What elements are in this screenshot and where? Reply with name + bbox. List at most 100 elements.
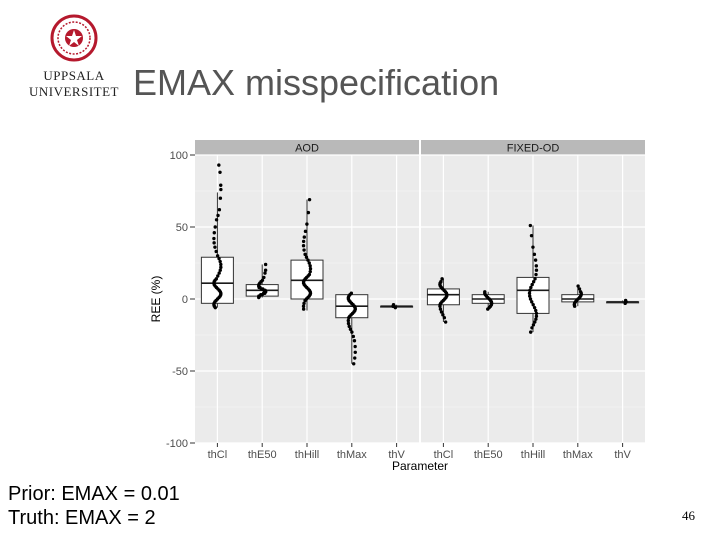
footnote-truth: Truth: EMAX = 2 — [8, 507, 156, 529]
data-point-1-2-19 — [534, 308, 538, 313]
data-point-1-2-26 — [528, 330, 533, 334]
data-point-1-0-20 — [439, 310, 444, 314]
panel-strip-1 — [421, 140, 645, 155]
data-point-0-0-21 — [216, 274, 220, 278]
data-point-0-2-12 — [308, 264, 312, 268]
data-point-1-0-22 — [442, 316, 447, 320]
box-0-0 — [200, 163, 234, 310]
data-point-0-0-1 — [218, 170, 222, 174]
x-tick-label-0-3: thMax — [337, 449, 367, 461]
y-axis-label: REE (%) — [149, 276, 163, 323]
data-point-0-2-7 — [302, 248, 306, 252]
data-point-0-0-6 — [216, 213, 220, 218]
y-tick-label-0: 100 — [170, 150, 188, 162]
panel-strip-label-0: AOD — [295, 143, 319, 155]
university-seal-icon — [50, 14, 98, 62]
x-tick-label-1-1: thE50 — [474, 449, 503, 461]
data-point-0-0-9 — [212, 231, 216, 235]
data-point-0-0-3 — [219, 187, 223, 192]
data-point-0-0-0 — [217, 163, 221, 167]
data-point-0-3-26 — [353, 350, 357, 354]
data-point-1-2-14 — [528, 294, 532, 298]
x-tick-label-1-0: thCl — [434, 449, 454, 461]
box-0-4 — [380, 303, 414, 310]
data-point-0-3-24 — [352, 339, 357, 343]
data-point-1-3-12 — [572, 304, 577, 308]
data-point-0-2-4 — [302, 235, 307, 239]
data-point-1-2-9 — [531, 280, 536, 284]
x-tick-label-0-1: thE50 — [248, 449, 277, 461]
data-point-1-2-4 — [533, 258, 538, 262]
data-point-0-0-14 — [215, 254, 220, 258]
data-point-0-0-18 — [219, 265, 223, 270]
panel-1: FIXED-OD thCl thE50 thHill thMax thV — [421, 140, 645, 461]
data-point-0-0-17 — [219, 262, 223, 267]
box-0-1 — [245, 262, 279, 300]
data-point-1-2-5 — [534, 264, 539, 268]
data-point-0-3-19 — [346, 321, 351, 326]
data-point-0-0-7 — [214, 218, 219, 222]
data-point-1-2-24 — [531, 323, 536, 327]
data-point-0-2-8 — [303, 252, 307, 257]
data-point-1-2-1 — [529, 233, 534, 238]
x-axis-label: Parameter — [392, 459, 448, 473]
data-point-0-3-22 — [350, 330, 354, 334]
data-point-0-2-34 — [302, 301, 306, 306]
x-tick-label-1-4: thV — [614, 449, 631, 461]
data-point-0-3-28 — [352, 362, 356, 366]
data-point-0-3-23 — [351, 334, 356, 339]
data-point-1-0-19 — [438, 307, 443, 311]
data-point-0-2-3 — [303, 229, 308, 234]
data-point-0-2-14 — [308, 269, 312, 274]
data-point-1-4-3 — [623, 301, 627, 306]
x-tick-label-0-0: thCl — [208, 449, 228, 461]
data-point-0-1-2 — [263, 271, 267, 275]
data-point-0-3-21 — [348, 327, 353, 331]
box-1-0 — [426, 277, 460, 324]
panel-strip-label-1: FIXED-OD — [507, 143, 560, 155]
data-point-0-0-15 — [217, 256, 221, 261]
data-point-0-3-25 — [353, 344, 357, 349]
data-point-1-0-21 — [441, 313, 445, 317]
data-point-0-0-13 — [214, 249, 218, 254]
data-point-1-2-8 — [533, 277, 537, 281]
data-point-1-2-11 — [529, 285, 533, 290]
data-point-1-0-18 — [438, 304, 442, 308]
data-point-1-2-25 — [530, 326, 534, 330]
data-point-0-0-8 — [213, 225, 217, 229]
x-tick-label-0-2: thHill — [295, 449, 319, 461]
data-point-1-2-22 — [534, 317, 538, 321]
data-point-1-2-15 — [528, 297, 533, 301]
box-1-3 — [561, 284, 595, 308]
data-point-1-2-18 — [532, 305, 537, 310]
data-point-0-2-1 — [306, 210, 311, 215]
data-point-0-3-27 — [353, 356, 357, 360]
box-body-0-0 — [200, 256, 234, 304]
data-point-1-3-0 — [576, 284, 580, 288]
data-point-1-2-6 — [534, 268, 539, 272]
data-point-1-2-21 — [534, 314, 539, 318]
boxplot-chart: 100 50 0 -50 -100 REE (%) AOD thCl thE50 thHill th… — [149, 140, 645, 473]
data-point-0-0-5 — [217, 208, 222, 212]
logo-text-uppsala: UPPSALA — [43, 68, 105, 83]
data-point-0-2-13 — [308, 267, 313, 271]
footnote-prior: Prior: EMAX = 0.01 — [8, 483, 180, 505]
data-point-1-2-0 — [528, 223, 533, 228]
slide-title: EMAX misspecification — [133, 62, 500, 103]
page-number: 46 — [682, 508, 695, 523]
data-point-0-0-42 — [213, 305, 218, 310]
data-point-0-3-18 — [346, 318, 351, 323]
data-point-1-2-10 — [530, 282, 534, 287]
data-point-0-2-10 — [306, 258, 310, 262]
data-point-0-3-20 — [347, 324, 351, 329]
data-point-1-1-12 — [486, 307, 490, 311]
x-tick-label-1-2: thHill — [521, 449, 545, 461]
data-point-0-2-11 — [307, 261, 311, 265]
data-point-1-2-23 — [533, 320, 537, 324]
data-point-0-2-36 — [301, 307, 306, 311]
data-point-0-2-6 — [301, 244, 306, 248]
data-point-0-1-3 — [262, 275, 266, 280]
data-point-1-2-3 — [532, 252, 537, 257]
data-point-1-2-20 — [534, 311, 539, 316]
data-point-1-2-17 — [531, 303, 535, 307]
